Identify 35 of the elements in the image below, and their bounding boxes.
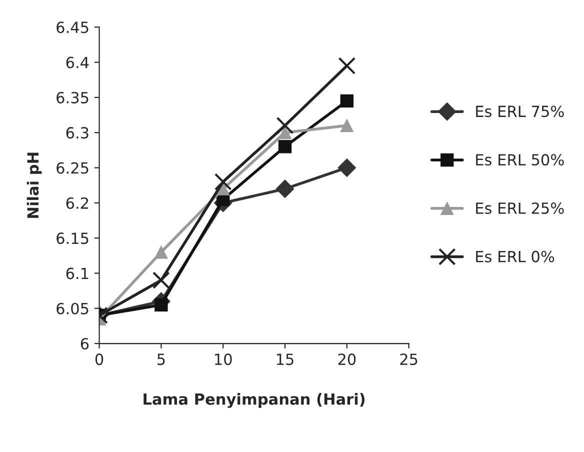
- y-tick-label: 6.15: [56, 232, 88, 244]
- point: [154, 246, 168, 259]
- y-tick-label: 6.3: [66, 127, 88, 139]
- y-tick-label: 6.25: [56, 162, 88, 174]
- y-axis-title: Nilai pH: [26, 152, 42, 218]
- y-tick-label: 6: [80, 338, 89, 350]
- point: [340, 94, 354, 108]
- point: [276, 180, 294, 198]
- point: [340, 118, 354, 132]
- y-tick-label: 6.1: [66, 268, 88, 280]
- x-tick-label: 0: [95, 354, 104, 366]
- point: [278, 126, 292, 140]
- point: [276, 116, 294, 134]
- legend-label: Es ERL 0%: [476, 250, 554, 262]
- x-tick-label: 20: [338, 354, 356, 366]
- y-tick-label: 6.45: [56, 22, 88, 34]
- y-tick-label: 6.2: [66, 197, 88, 209]
- y-tick-label: 6.4: [66, 56, 89, 68]
- legend-label: Es ERL 50%: [476, 154, 564, 166]
- x-tick-label: 25: [400, 354, 418, 366]
- legend-label: Es ERL 25%: [476, 202, 564, 214]
- point: [338, 158, 356, 177]
- y-tick-label: 6.05: [56, 302, 88, 314]
- x-tick-label: 15: [276, 354, 294, 366]
- legend-label: Es ERL 75%: [476, 106, 564, 118]
- x-tick-label: 10: [215, 354, 232, 366]
- x-tick-label: 5: [158, 354, 165, 366]
- point: [278, 140, 292, 154]
- point: [216, 182, 230, 196]
- y-tick-label: 6.35: [56, 92, 88, 104]
- point: [214, 173, 232, 190]
- point: [152, 272, 170, 289]
- x-axis-title: Lama Penyimpanan (Hari): [144, 393, 365, 408]
- point: [154, 298, 168, 312]
- point: [338, 57, 356, 74]
